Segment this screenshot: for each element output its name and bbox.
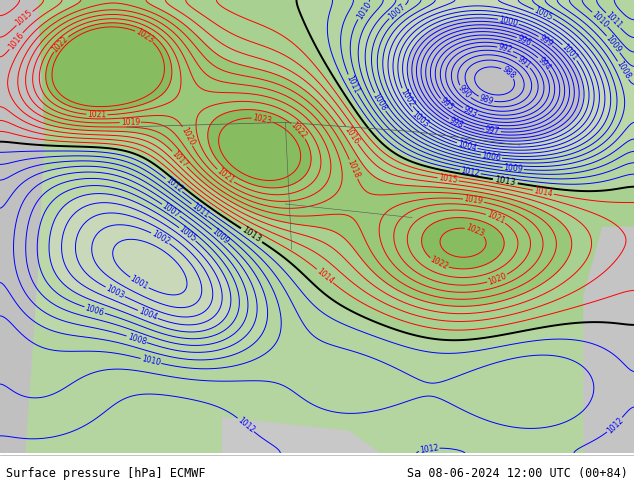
Text: 1011: 1011 <box>344 74 361 95</box>
Text: 1008: 1008 <box>126 332 147 346</box>
Text: 1004: 1004 <box>137 307 158 322</box>
Text: 1013: 1013 <box>494 175 517 188</box>
Text: 988: 988 <box>500 65 517 81</box>
Text: 1005: 1005 <box>533 5 554 22</box>
Text: 1012: 1012 <box>236 416 256 435</box>
Text: 1014: 1014 <box>533 186 553 198</box>
Polygon shape <box>0 0 44 453</box>
Text: 1001: 1001 <box>129 274 150 292</box>
Text: 1004: 1004 <box>456 139 477 153</box>
Text: 1020: 1020 <box>179 126 196 147</box>
Text: 1021: 1021 <box>87 110 107 120</box>
Text: 997: 997 <box>485 125 500 136</box>
Text: 1016: 1016 <box>343 124 361 146</box>
Text: 1011: 1011 <box>604 10 623 30</box>
Text: 1011: 1011 <box>190 201 210 220</box>
Text: 1023: 1023 <box>252 113 273 125</box>
Text: 1016: 1016 <box>6 31 25 51</box>
Text: 1022: 1022 <box>289 121 309 141</box>
Text: 1009: 1009 <box>503 163 523 174</box>
Text: 1010: 1010 <box>355 0 373 21</box>
Text: 1012: 1012 <box>419 443 439 455</box>
Text: 1020: 1020 <box>487 271 508 287</box>
Polygon shape <box>222 417 380 453</box>
Text: 1005: 1005 <box>177 224 198 244</box>
Text: 1001: 1001 <box>560 42 580 62</box>
Text: 1023: 1023 <box>134 27 155 45</box>
Polygon shape <box>583 226 634 453</box>
Text: 1012: 1012 <box>460 166 481 178</box>
Text: 1019: 1019 <box>463 195 484 206</box>
Text: 1009: 1009 <box>210 226 230 246</box>
Text: 1003: 1003 <box>410 110 430 129</box>
Text: 1009: 1009 <box>604 34 623 54</box>
Text: Sa 08-06-2024 12:00 UTC (00+84): Sa 08-06-2024 12:00 UTC (00+84) <box>407 467 628 480</box>
Text: 1010: 1010 <box>590 9 610 29</box>
Text: 1003: 1003 <box>105 284 126 300</box>
Text: 1018: 1018 <box>346 159 361 180</box>
Text: 995: 995 <box>438 96 455 113</box>
Text: 1010: 1010 <box>141 354 162 368</box>
Text: 1002: 1002 <box>150 229 171 246</box>
Text: 1019: 1019 <box>120 118 140 127</box>
Text: 996: 996 <box>516 34 533 48</box>
Text: 1014: 1014 <box>314 267 335 286</box>
Text: 1006: 1006 <box>481 151 501 163</box>
Text: 1022: 1022 <box>429 255 450 272</box>
Text: 1021: 1021 <box>215 167 236 185</box>
Text: 999: 999 <box>537 33 554 49</box>
Text: 1021: 1021 <box>485 210 507 226</box>
Text: 993: 993 <box>462 104 479 119</box>
Text: 990: 990 <box>456 84 473 100</box>
Text: 1008: 1008 <box>614 60 632 81</box>
Text: 1002: 1002 <box>398 87 416 108</box>
Text: 992: 992 <box>497 43 514 55</box>
Text: 1013: 1013 <box>240 225 263 245</box>
Text: 1007: 1007 <box>387 2 408 21</box>
Text: 1015: 1015 <box>14 8 35 28</box>
Text: 1012: 1012 <box>164 176 184 195</box>
Text: 1008: 1008 <box>371 92 389 113</box>
Text: 998: 998 <box>448 116 465 130</box>
Text: 989: 989 <box>478 93 495 106</box>
Text: 1017: 1017 <box>169 149 190 169</box>
Text: 1012: 1012 <box>605 415 625 435</box>
Text: 1000: 1000 <box>498 15 519 28</box>
Text: 1007: 1007 <box>160 201 181 220</box>
Text: 1023: 1023 <box>465 223 486 239</box>
Text: Surface pressure [hPa] ECMWF: Surface pressure [hPa] ECMWF <box>6 467 206 480</box>
Text: 1015: 1015 <box>438 173 458 185</box>
Text: 1006: 1006 <box>84 303 105 318</box>
Text: 1022: 1022 <box>51 34 70 54</box>
Text: 994: 994 <box>536 55 552 72</box>
Text: 991: 991 <box>515 54 533 71</box>
